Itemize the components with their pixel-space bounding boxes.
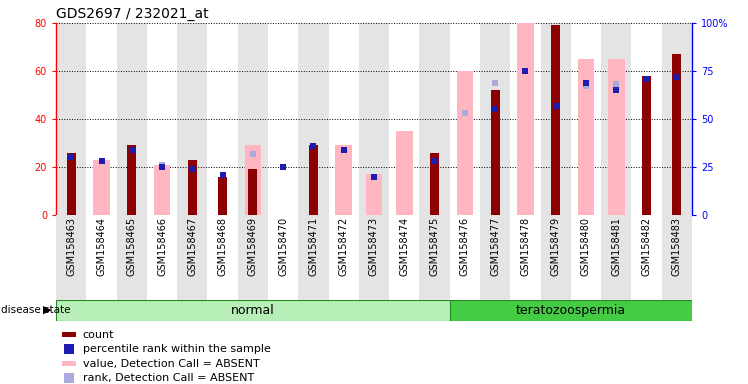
Bar <box>127 146 136 215</box>
Bar <box>298 215 328 300</box>
Bar <box>62 361 76 366</box>
Bar <box>56 23 86 215</box>
Text: disease state: disease state <box>1 305 71 315</box>
Bar <box>608 59 625 215</box>
Text: GSM158471: GSM158471 <box>308 217 319 276</box>
Text: ▶: ▶ <box>43 305 52 315</box>
Bar <box>298 23 328 215</box>
Bar <box>359 23 389 215</box>
Text: GSM158480: GSM158480 <box>581 217 591 276</box>
Text: GSM158476: GSM158476 <box>460 217 470 276</box>
Bar <box>517 23 534 215</box>
Bar <box>480 215 510 300</box>
Bar <box>642 76 651 215</box>
Bar <box>309 146 318 215</box>
Bar <box>601 23 631 215</box>
Bar <box>430 152 439 215</box>
Text: GSM158475: GSM158475 <box>429 217 440 276</box>
Bar <box>480 23 510 215</box>
Bar <box>456 71 473 215</box>
Text: GSM158463: GSM158463 <box>67 217 76 276</box>
Text: GSM158465: GSM158465 <box>127 217 137 276</box>
Bar <box>359 215 389 300</box>
Text: value, Detection Call = ABSENT: value, Detection Call = ABSENT <box>83 359 260 369</box>
Bar <box>62 332 76 337</box>
Bar <box>541 23 571 215</box>
Text: GSM158482: GSM158482 <box>642 217 652 276</box>
Bar <box>245 146 261 215</box>
Bar <box>450 300 692 321</box>
Bar <box>188 160 197 215</box>
Bar <box>177 23 207 215</box>
Bar <box>420 215 450 300</box>
Text: GSM158472: GSM158472 <box>339 217 349 276</box>
Text: GSM158479: GSM158479 <box>551 217 561 276</box>
Bar <box>662 23 692 215</box>
Text: GSM158468: GSM158468 <box>218 217 227 276</box>
Bar <box>335 146 352 215</box>
Text: normal: normal <box>231 304 275 316</box>
Text: GSM158469: GSM158469 <box>248 217 258 276</box>
Text: percentile rank within the sample: percentile rank within the sample <box>83 344 271 354</box>
Bar <box>366 174 382 215</box>
Bar <box>672 54 681 215</box>
Text: GDS2697 / 232021_at: GDS2697 / 232021_at <box>56 7 209 21</box>
Text: GSM158467: GSM158467 <box>187 217 197 276</box>
Bar <box>177 215 207 300</box>
Bar <box>491 90 500 215</box>
Bar <box>94 160 110 215</box>
Text: GSM158464: GSM158464 <box>96 217 106 276</box>
Bar <box>238 215 268 300</box>
Bar <box>238 23 268 215</box>
Bar <box>117 23 147 215</box>
Text: count: count <box>83 329 114 339</box>
Text: GSM158477: GSM158477 <box>490 217 500 276</box>
Bar <box>551 25 560 215</box>
Text: GSM158478: GSM158478 <box>521 217 530 276</box>
Bar <box>601 215 631 300</box>
Bar <box>117 215 147 300</box>
Bar <box>662 215 692 300</box>
Bar <box>396 131 413 215</box>
Bar <box>154 165 171 215</box>
Bar <box>577 59 594 215</box>
Bar <box>56 215 86 300</box>
Bar <box>420 23 450 215</box>
Bar <box>248 169 257 215</box>
Text: GSM158466: GSM158466 <box>157 217 167 276</box>
Text: teratozoospermia: teratozoospermia <box>515 304 626 316</box>
Bar <box>541 215 571 300</box>
Text: rank, Detection Call = ABSENT: rank, Detection Call = ABSENT <box>83 373 254 383</box>
Text: GSM158474: GSM158474 <box>399 217 409 276</box>
Bar <box>67 152 76 215</box>
Text: GSM158481: GSM158481 <box>611 217 621 276</box>
Text: GSM158483: GSM158483 <box>672 217 681 276</box>
Bar <box>218 177 227 215</box>
Bar <box>56 300 450 321</box>
Text: GSM158473: GSM158473 <box>369 217 379 276</box>
Text: GSM158470: GSM158470 <box>278 217 288 276</box>
